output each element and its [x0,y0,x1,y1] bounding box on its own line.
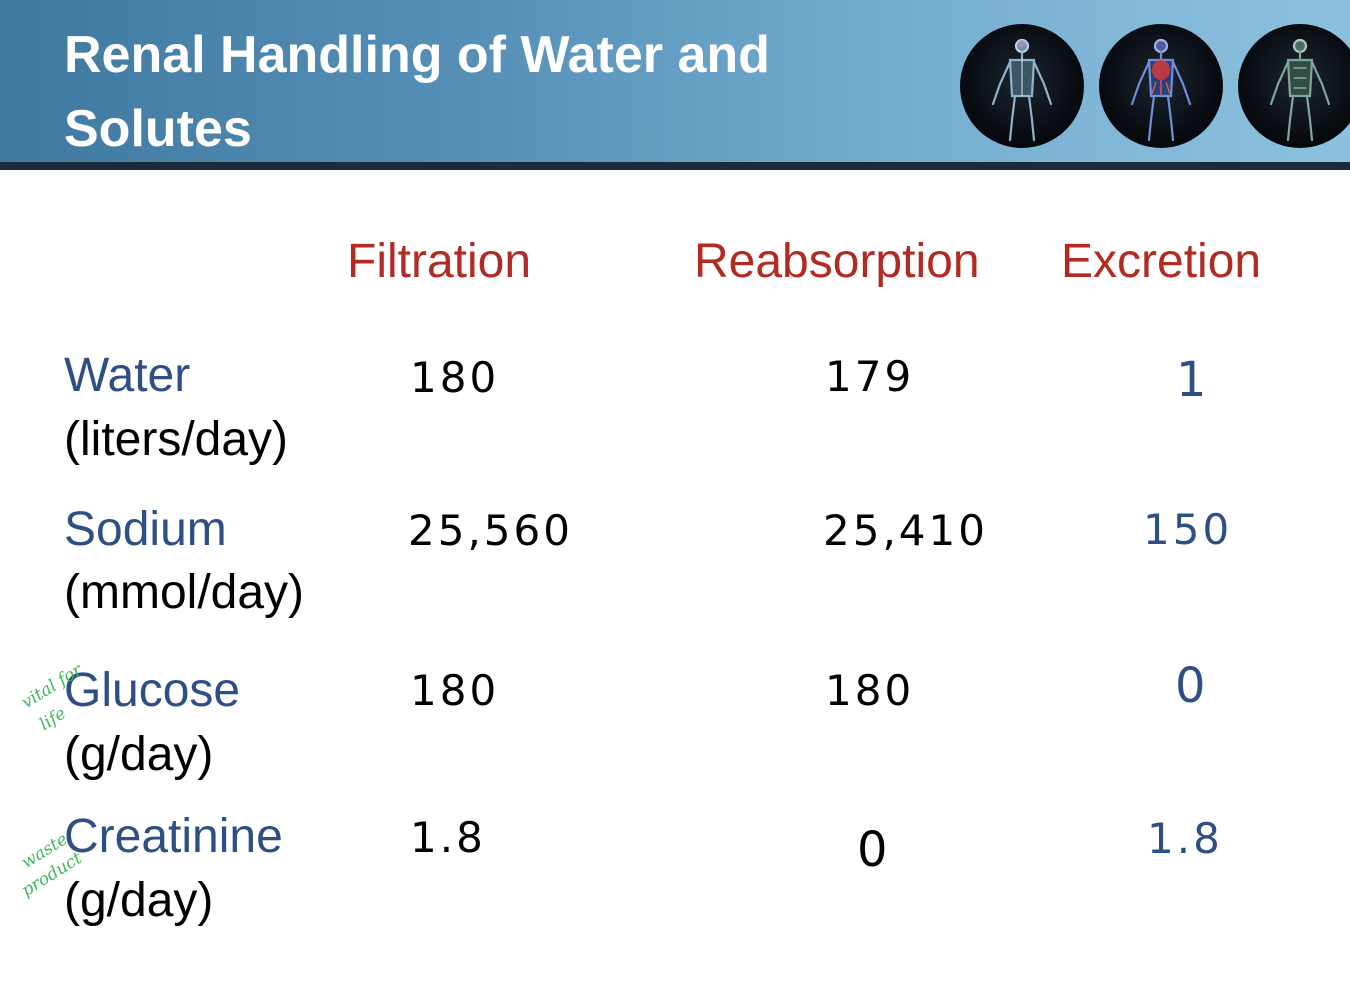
lymphatic-system-figure-icon [1238,24,1350,148]
column-header-filtration: Filtration [347,235,532,288]
column-header-excretion: Excretion [1061,235,1262,288]
row-label-glucose: Glucose [64,664,241,717]
cell-sodium-reabsorption: 25,410 [823,506,988,555]
cell-sodium-filtration: 25,560 [408,506,573,555]
row-label-water: Water [64,349,191,402]
cell-glucose-excretion: 0 [1175,658,1209,714]
title-line-2: Solutes [64,100,252,158]
row-label-creatinine: Creatinine [64,810,283,863]
row-unit-water: (liters/day) [64,413,289,466]
circulatory-system-figure-icon [1099,24,1223,148]
cell-creatinine-excretion: 1.8 [1147,814,1223,863]
row-unit-glucose: (g/day) [64,728,214,781]
cell-water-reabsorption: 179 [825,352,915,401]
nervous-system-figure-icon [960,24,1084,148]
slide-title: Renal Handling of Water and Solutes [64,18,864,166]
cell-glucose-filtration: 180 [410,666,500,715]
cell-water-excretion: 1 [1176,352,1210,408]
cell-glucose-reabsorption: 180 [825,666,915,715]
cell-sodium-excretion: 150 [1143,505,1233,554]
row-unit-sodium: (mmol/day) [64,566,305,619]
cell-creatinine-reabsorption: 0 [857,822,891,878]
cell-creatinine-filtration: 1.8 [410,813,486,862]
row-label-sodium: Sodium [64,503,227,556]
row-unit-creatinine: (g/day) [64,874,214,927]
cell-water-filtration: 180 [410,353,500,402]
header-divider [0,162,1350,170]
column-header-reabsorption: Reabsorption [694,235,980,288]
title-line-1: Renal Handling of Water and [64,26,770,84]
